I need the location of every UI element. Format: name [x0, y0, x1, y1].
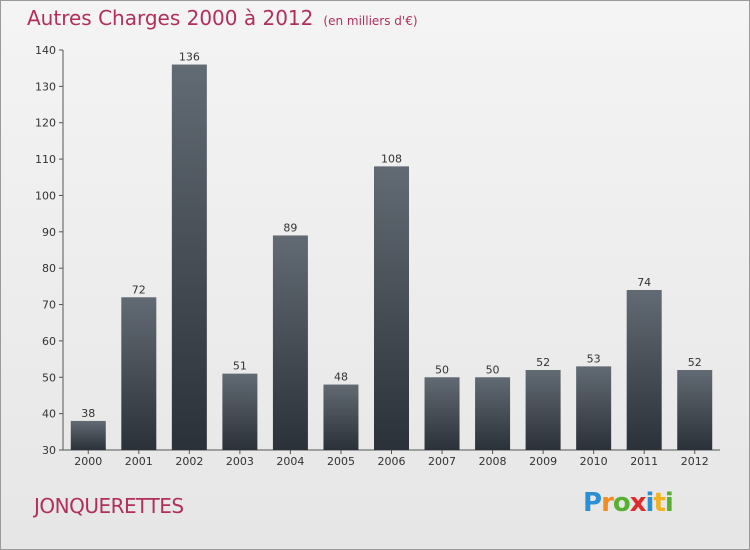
x-tick-label: 2009 [529, 455, 557, 468]
y-tick-label: 30 [42, 444, 56, 457]
y-tick-label: 80 [42, 262, 56, 275]
bar [525, 370, 561, 450]
bar [272, 235, 308, 450]
proxiti-logo: Proxiti [583, 488, 674, 518]
y-tick-label: 40 [42, 408, 56, 421]
y-tick-label: 140 [35, 44, 56, 57]
logo-letter: t [653, 488, 665, 518]
logo-letter: x [629, 488, 647, 518]
y-tick-label: 90 [42, 226, 56, 239]
y-tick-label: 120 [35, 117, 56, 130]
bar [626, 290, 662, 450]
data-label: 50 [435, 363, 449, 376]
bar [424, 377, 460, 450]
x-tick-label: 2002 [175, 455, 203, 468]
bar [374, 166, 409, 450]
bar [171, 64, 207, 450]
data-label: 89 [283, 221, 297, 234]
x-tick-label: 2008 [479, 455, 507, 468]
bar [576, 366, 612, 450]
logo-letter: i [645, 488, 655, 518]
y-tick-label: 50 [42, 371, 56, 384]
data-label: 52 [536, 356, 550, 369]
data-label: 38 [81, 407, 95, 420]
data-label: 74 [637, 276, 651, 289]
data-label: 53 [587, 352, 601, 365]
x-tick-label: 2006 [378, 455, 406, 468]
data-label: 136 [179, 51, 200, 64]
bar [70, 420, 106, 450]
x-tick-label: 2005 [327, 455, 355, 468]
x-tick-label: 2001 [125, 455, 153, 468]
logo-letter: P [583, 488, 602, 518]
logo-letter: r [601, 488, 614, 518]
y-tick-label: 100 [35, 189, 56, 202]
y-tick-label: 130 [35, 80, 56, 93]
commune-name: JONQUERETTES [34, 494, 184, 518]
data-label: 50 [486, 363, 500, 376]
data-label: 52 [688, 356, 702, 369]
logo-letter: o [612, 488, 631, 518]
chart-title: Autres Charges 2000 à 2012 (en milliers d… [27, 6, 418, 30]
logo-letter: i [664, 488, 674, 518]
data-label: 51 [233, 360, 247, 373]
chart-subtitle: (en milliers d'€) [323, 14, 418, 28]
x-tick-label: 2003 [226, 455, 254, 468]
bar [323, 384, 359, 450]
x-tick-label: 2004 [276, 455, 304, 468]
x-tick-label: 2011 [630, 455, 658, 468]
data-label: 72 [132, 283, 146, 296]
bar [475, 377, 511, 450]
y-tick-label: 110 [35, 153, 56, 166]
y-tick-label: 70 [42, 299, 56, 312]
bar [222, 373, 258, 450]
data-label: 48 [334, 371, 348, 384]
bar [677, 370, 713, 450]
y-tick-label: 60 [42, 335, 56, 348]
x-tick-label: 2012 [681, 455, 709, 468]
bar [121, 297, 157, 450]
x-tick-label: 2007 [428, 455, 456, 468]
data-label: 108 [381, 152, 402, 165]
x-tick-label: 2010 [580, 455, 608, 468]
x-tick-label: 2000 [74, 455, 102, 468]
title-text: Autres Charges 2000 à 2012 [27, 6, 314, 30]
